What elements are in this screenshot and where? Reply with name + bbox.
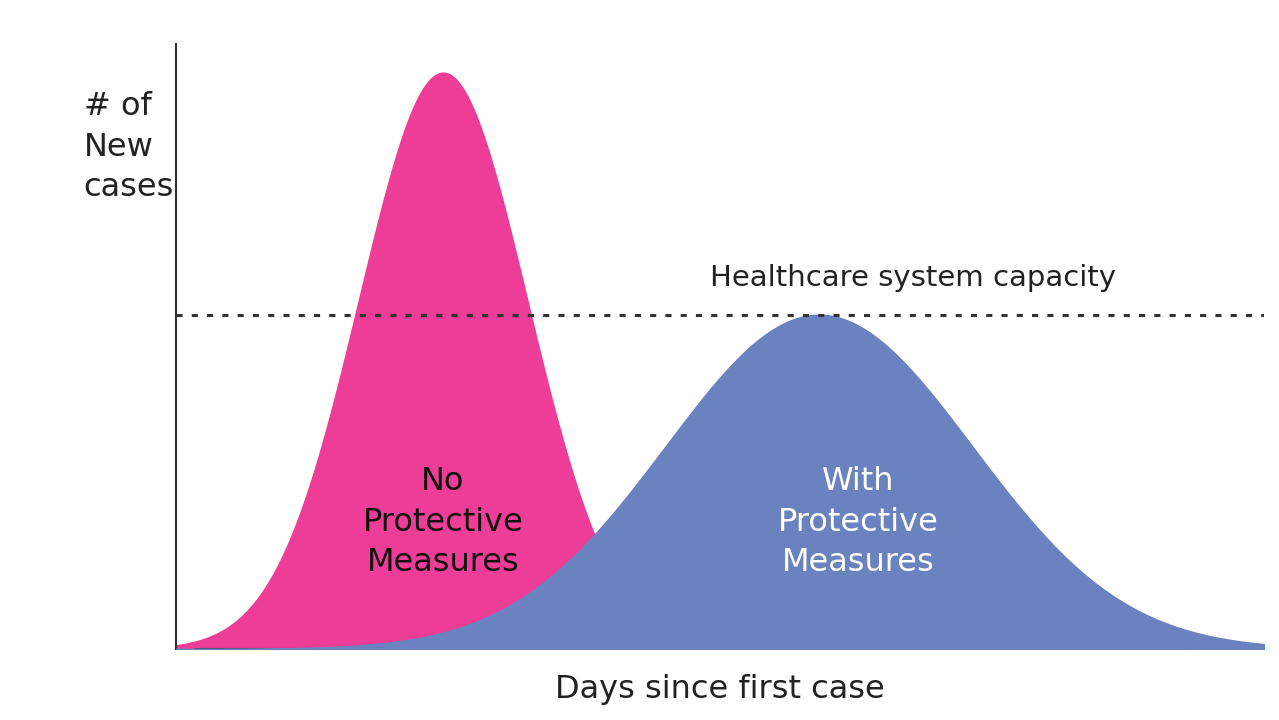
Text: No
Protective
Measures: No Protective Measures <box>363 466 523 578</box>
Text: With
Protective
Measures: With Protective Measures <box>778 466 939 578</box>
Text: # of
New
cases: # of New cases <box>83 91 174 203</box>
X-axis label: Days since first case: Days since first case <box>555 674 885 705</box>
Text: Healthcare system capacity: Healthcare system capacity <box>710 264 1115 292</box>
